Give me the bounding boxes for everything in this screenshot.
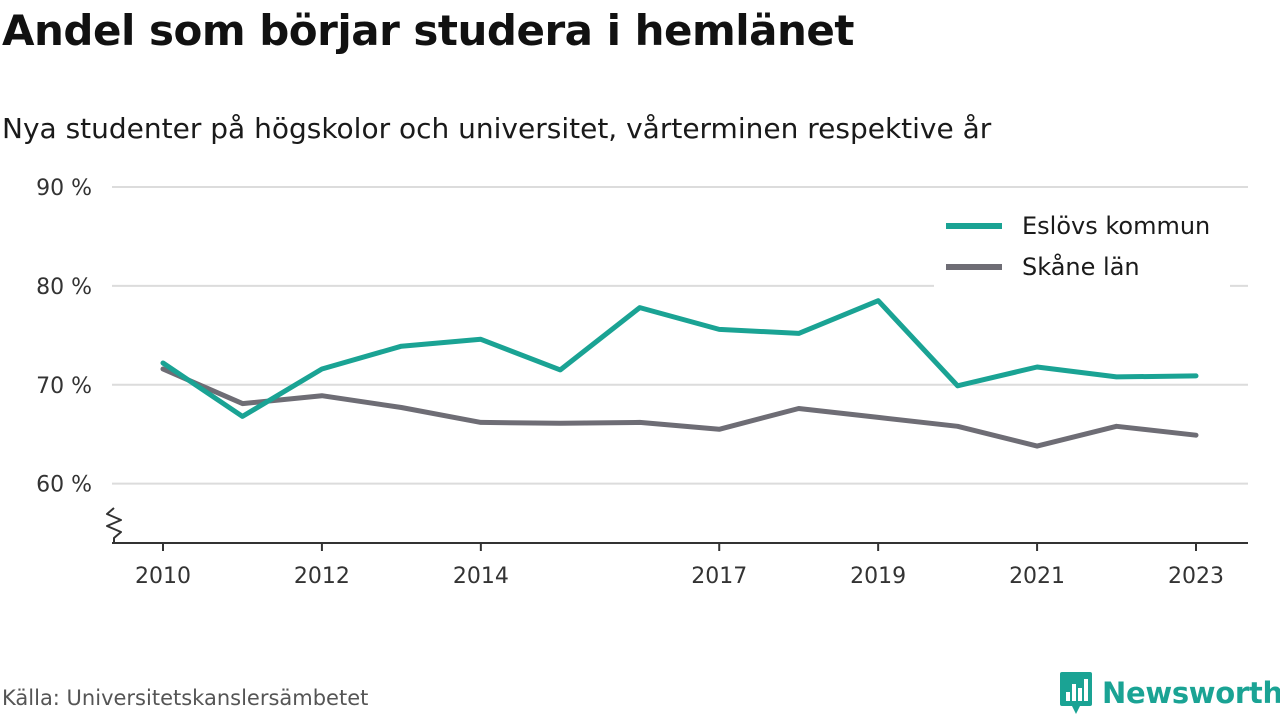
y-tick-label: 90 % xyxy=(36,176,92,201)
x-tick-label: 2012 xyxy=(294,564,350,589)
legend-label: Skåne län xyxy=(1022,252,1140,281)
x-tick-label: 2010 xyxy=(135,564,191,589)
brand-name: Newsworthy xyxy=(1102,676,1280,710)
series-line-1 xyxy=(160,298,1199,419)
axis-break-icon xyxy=(106,507,122,543)
newsworthy-logo-icon xyxy=(1060,672,1092,714)
x-tick-label: 2019 xyxy=(850,564,906,589)
y-tick-label: 70 % xyxy=(36,374,92,399)
axes: 60 % 70 % 80 % 90 % 2010 2012 2014 2017 2019 2021… xyxy=(36,176,1248,589)
y-tick-label: 60 % xyxy=(36,473,92,498)
legend-background xyxy=(934,204,1230,288)
x-tick-label: 2023 xyxy=(1168,564,1224,589)
legend-label: Eslövs kommun xyxy=(1022,212,1210,240)
x-tick-label: 2021 xyxy=(1009,564,1065,589)
series-line-2 xyxy=(160,366,1199,449)
chart-title: Andel som börjar studera i hemlänet xyxy=(2,6,855,55)
brand-logo: Newsworthy xyxy=(1058,670,1280,716)
series-lines xyxy=(160,298,1199,449)
x-tick-label: 2014 xyxy=(453,564,509,589)
line-chart: 60 % 70 % 80 % 90 % 2010 2012 2014 2017 2019 2021… xyxy=(36,176,1248,589)
legend: Eslövs kommun Skåne län xyxy=(934,204,1230,288)
x-tick-label: 2017 xyxy=(691,564,747,589)
chart-subtitle: Nya studenter på högskolor och universit… xyxy=(2,112,992,145)
source-note: Källa: Universitetskanslersämbetet xyxy=(2,686,369,710)
y-tick-label: 80 % xyxy=(36,275,92,300)
